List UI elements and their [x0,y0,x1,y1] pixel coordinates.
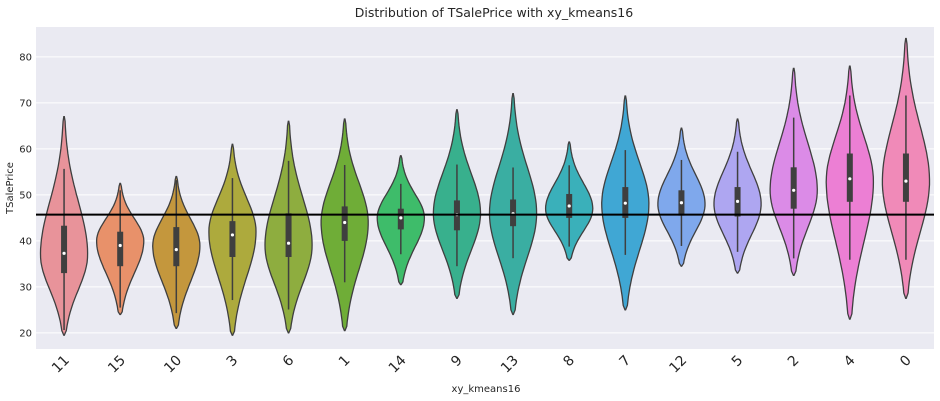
violin-median [792,188,796,192]
y-tick-label: 60 [19,144,32,155]
violin-1 [320,118,369,332]
violin-7 [601,95,650,311]
violin-median [735,199,740,203]
violin-11 [39,116,89,336]
violin-14 [376,155,426,286]
x-tick-label: 7 [617,353,635,371]
violin-iqr-box [902,153,909,202]
x-tick-label: 0 [897,353,915,371]
violins [39,37,931,336]
x-tick-label: 15 [105,353,129,377]
x-tick-label: 6 [280,352,298,370]
violin-12 [657,127,706,267]
violin-median [286,241,291,245]
y-tick-label: 20 [19,328,32,339]
violin-median [230,233,235,237]
y-tick-label: 50 [19,190,32,201]
violin-8 [544,141,594,261]
y-tick-label: 80 [19,52,32,63]
violin-3 [208,143,257,336]
y-tick-label: 70 [19,98,32,109]
x-tick-label: 11 [49,353,73,377]
violin-median [567,204,571,208]
violin-median [118,243,122,248]
violin-median [848,177,852,181]
violin-median [904,179,908,183]
violin-iqr-box [790,167,797,209]
violin-median [174,248,178,252]
violin-2 [769,67,818,277]
violin-median [62,251,66,255]
violin-5 [713,118,762,274]
y-axis-ticks: 20 30 40 50 60 70 80 [19,52,32,339]
x-tick-label: 13 [498,353,522,377]
x-tick-label: 10 [161,353,185,377]
violin-6 [264,120,313,334]
x-tick-label: 1 [336,353,354,371]
violin-15 [95,182,145,316]
violin-iqr-box [61,225,68,274]
violin-median [623,201,627,205]
violin-13 [488,93,538,316]
violin-iqr-box [173,227,180,267]
chart-title: Distribution of TSalePrice with xy_kmean… [355,5,633,20]
x-tick-label: 12 [666,353,690,377]
violin-iqr-box [229,221,236,257]
x-tick-label: 8 [560,353,578,371]
x-tick-label: 3 [224,353,242,371]
y-tick-label: 30 [19,282,32,293]
violin-median [679,201,684,205]
x-tick-label: 14 [386,352,410,376]
violin-iqr-box [285,213,292,257]
violin-4 [825,65,875,320]
y-axis-label: TSalePrice [5,162,16,215]
violin-median [399,216,403,220]
x-axis-label: xy_kmeans16 [452,384,521,395]
violin-iqr-box [117,231,124,267]
x-tick-label: 5 [729,353,747,371]
y-tick-label: 40 [19,236,32,247]
x-tick-label: 9 [448,353,466,371]
x-axis-ticks: 11 15 10 3 6 1 14 9 13 8 7 12 5 2 4 0 [49,352,915,376]
violin-median [343,220,347,225]
x-tick-label: 4 [841,352,859,370]
x-tick-label: 2 [785,353,803,371]
